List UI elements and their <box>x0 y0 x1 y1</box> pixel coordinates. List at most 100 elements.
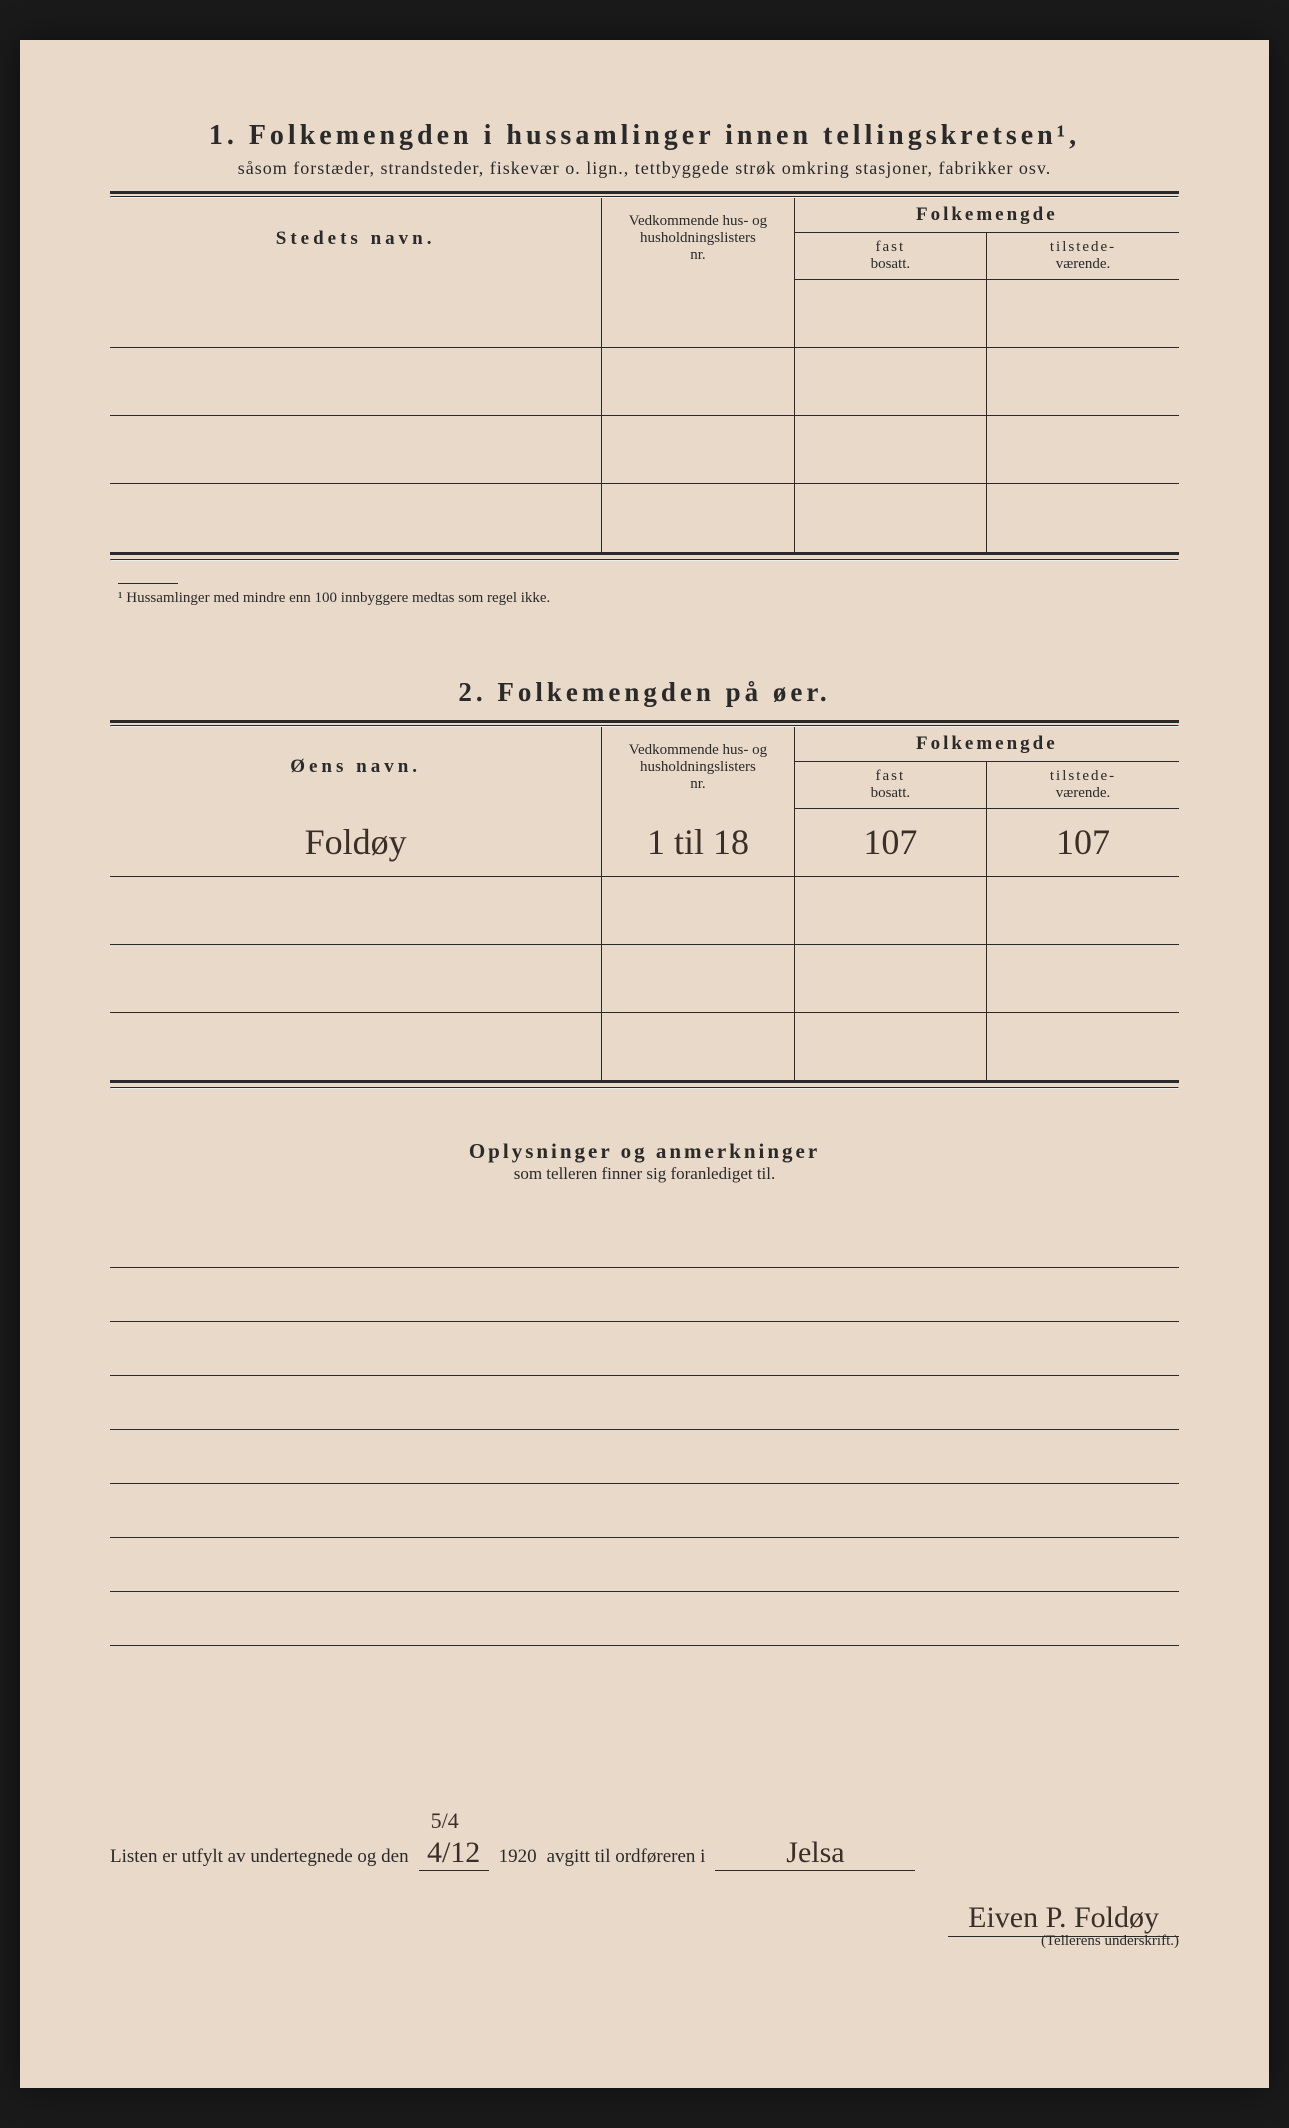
col-oens-navn: Øens navn. <box>110 727 602 809</box>
cell-til <box>987 944 1179 1012</box>
cell-fast <box>794 1012 986 1080</box>
section2-bottom-rule <box>110 1080 1179 1083</box>
date-top: 5/4 <box>431 1808 459 1834</box>
cell-fast <box>794 348 986 416</box>
col-hus-nr: Vedkommende hus- og husholdningslisters … <box>602 198 794 280</box>
cell-fast <box>794 280 986 348</box>
cell-fast <box>794 416 986 484</box>
section1-title: 1. Folkemengden i hussamlinger innen tel… <box>110 120 1179 152</box>
table-row <box>110 280 1179 348</box>
section2-body: Foldøy 1 til 18 107 107 <box>110 808 1179 1080</box>
fast2-l2: bosatt. <box>803 785 978 802</box>
cell-fast <box>794 944 986 1012</box>
col-hus-nr-2: Vedkommende hus- og husholdningslisters … <box>602 727 794 809</box>
til-l1: tilstede- <box>995 239 1171 256</box>
section3-subtitle: som telleren finner sig foranlediget til… <box>110 1164 1179 1184</box>
ruled-line <box>110 1484 1179 1538</box>
ruled-line <box>110 1214 1179 1268</box>
sig-date: 4/12 <box>419 1836 489 1871</box>
cell-til <box>987 348 1179 416</box>
section3-title: Oplysninger og anmerkninger <box>110 1139 1179 1164</box>
cell-til <box>987 876 1179 944</box>
col-tilstede: tilstede- værende. <box>987 233 1179 280</box>
sig-place: Jelsa <box>715 1836 915 1871</box>
cell-nr <box>602 416 794 484</box>
remarks-lines <box>110 1214 1179 1646</box>
table-row <box>110 416 1179 484</box>
cell-name <box>110 484 602 552</box>
census-form-page: 1. Folkemengden i hussamlinger innen tel… <box>20 40 1269 2088</box>
signature-name-block: Eiven P. Foldøy <box>110 1901 1179 1935</box>
col-fast-2: fast bosatt. <box>794 761 986 808</box>
cell-nr <box>602 484 794 552</box>
cell-nr <box>602 1012 794 1080</box>
table-row <box>110 944 1179 1012</box>
cell-name <box>110 416 602 484</box>
cell-name <box>110 1012 602 1080</box>
ruled-line <box>110 1268 1179 1322</box>
col-stedets-navn: Stedets navn. <box>110 198 602 280</box>
signature-line: Listen er utfylt av undertegnede og den … <box>110 1836 1179 1871</box>
cell-nr: 1 til 18 <box>602 808 794 876</box>
ruled-line <box>110 1322 1179 1376</box>
section1-title-text: Folkemengden i hussamlinger innen tellin… <box>249 120 1080 151</box>
section2-bottom-rule2 <box>110 1087 1179 1089</box>
cell-nr <box>602 944 794 1012</box>
table-row <box>110 484 1179 552</box>
section1-footnote: ¹ Hussamlinger med mindre enn 100 innbyg… <box>118 583 1179 607</box>
nr2-l2: husholdningslisters <box>610 759 785 776</box>
section2-title: 2. Folkemengden på øer. <box>110 677 1179 708</box>
section2-table: Øens navn. Vedkommende hus- og husholdni… <box>110 727 1179 1081</box>
cell-fast <box>794 876 986 944</box>
footnote-rule <box>118 583 178 584</box>
cell-name: Foldøy <box>110 808 602 876</box>
cell-til: 107 <box>987 808 1179 876</box>
signature-name: Eiven P. Foldøy <box>948 1901 1179 1937</box>
section1-bottom-rule2 <box>110 559 1179 561</box>
til-l2: værende. <box>995 256 1171 273</box>
ruled-line <box>110 1430 1179 1484</box>
cell-nr <box>602 280 794 348</box>
til2-l1: tilstede- <box>995 768 1171 785</box>
section1-bottom-rule <box>110 552 1179 555</box>
til2-l2: værende. <box>995 785 1171 802</box>
section1-top-rule <box>110 191 1179 194</box>
nr-l3: nr. <box>610 247 785 264</box>
cell-til <box>987 416 1179 484</box>
ruled-line <box>110 1376 1179 1430</box>
section2-number: 2. <box>458 677 486 707</box>
col-tilstede-2: tilstede- værende. <box>987 761 1179 808</box>
table-row <box>110 1012 1179 1080</box>
section2-top-rule <box>110 720 1179 723</box>
cell-fast: 107 <box>794 808 986 876</box>
fast-l2: bosatt. <box>803 256 978 273</box>
cell-fast <box>794 484 986 552</box>
sig-year: 1920 <box>499 1846 537 1868</box>
section1-body <box>110 280 1179 552</box>
col-folkemengde: Folkemengde <box>794 198 1179 233</box>
cell-name <box>110 280 602 348</box>
cell-name <box>110 944 602 1012</box>
ruled-line <box>110 1538 1179 1592</box>
footnote-text: ¹ Hussamlinger med mindre enn 100 innbyg… <box>118 590 550 606</box>
cell-til <box>987 280 1179 348</box>
section1-number: 1. <box>209 120 238 151</box>
ruled-line <box>110 1592 1179 1646</box>
cell-name <box>110 348 602 416</box>
nr2-l1: Vedkommende hus- og <box>610 742 785 759</box>
sig-text2: avgitt til ordføreren i <box>547 1846 706 1868</box>
nr-l1: Vedkommende hus- og <box>610 213 785 230</box>
table-row <box>110 348 1179 416</box>
fast-l1: fast <box>803 239 978 256</box>
cell-til <box>987 484 1179 552</box>
cell-nr <box>602 876 794 944</box>
section2-title-text: Folkemengden på øer. <box>497 677 830 707</box>
cell-nr <box>602 348 794 416</box>
nr2-l3: nr. <box>610 776 785 793</box>
table-row <box>110 876 1179 944</box>
sig-text1: Listen er utfylt av undertegnede og den <box>110 1846 409 1868</box>
section1-table: Stedets navn. Vedkommende hus- og hushol… <box>110 198 1179 552</box>
col-folkemengde-2: Folkemengde <box>794 727 1179 762</box>
nr-l2: husholdningslisters <box>610 230 785 247</box>
fast2-l1: fast <box>803 768 978 785</box>
